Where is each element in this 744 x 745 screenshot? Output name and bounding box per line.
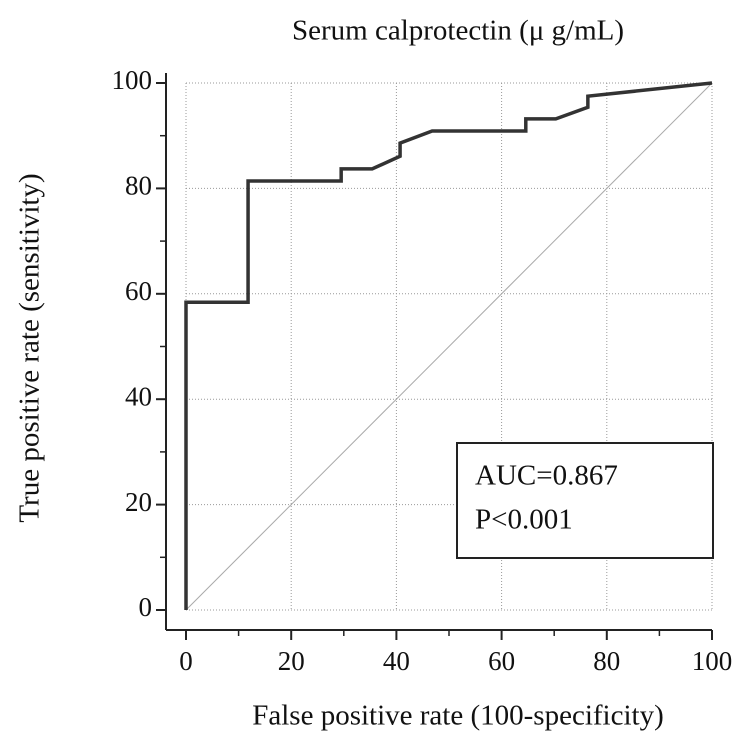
x-tick-label: 80 bbox=[593, 646, 620, 676]
x-tick-label: 0 bbox=[179, 646, 193, 676]
roc-curve bbox=[184, 81, 713, 610]
annotation-box bbox=[456, 442, 714, 559]
annotation: P<0.001 bbox=[475, 504, 573, 536]
y-tick-label: 100 bbox=[112, 65, 153, 95]
x-axis-label: False positive rate (100-specificity) bbox=[252, 700, 664, 732]
y-axis-label: True positive rate (sensitivity) bbox=[14, 173, 46, 522]
x-tick-label: 100 bbox=[692, 646, 733, 676]
x-tick-label: 20 bbox=[278, 646, 305, 676]
y-tick-label: 60 bbox=[125, 276, 152, 306]
y-tick-label: 0 bbox=[139, 592, 153, 622]
chart-title: Serum calprotectin (μ g/mL) bbox=[292, 15, 624, 47]
y-tick-label: 20 bbox=[125, 487, 152, 517]
annotation: AUC=0.867 bbox=[475, 460, 618, 492]
y-tick-label: 40 bbox=[125, 381, 152, 411]
reference-line bbox=[185, 82, 713, 611]
y-tick-label: 80 bbox=[125, 171, 152, 201]
x-tick-label: 40 bbox=[383, 646, 410, 676]
x-tick-label: 60 bbox=[488, 646, 515, 676]
